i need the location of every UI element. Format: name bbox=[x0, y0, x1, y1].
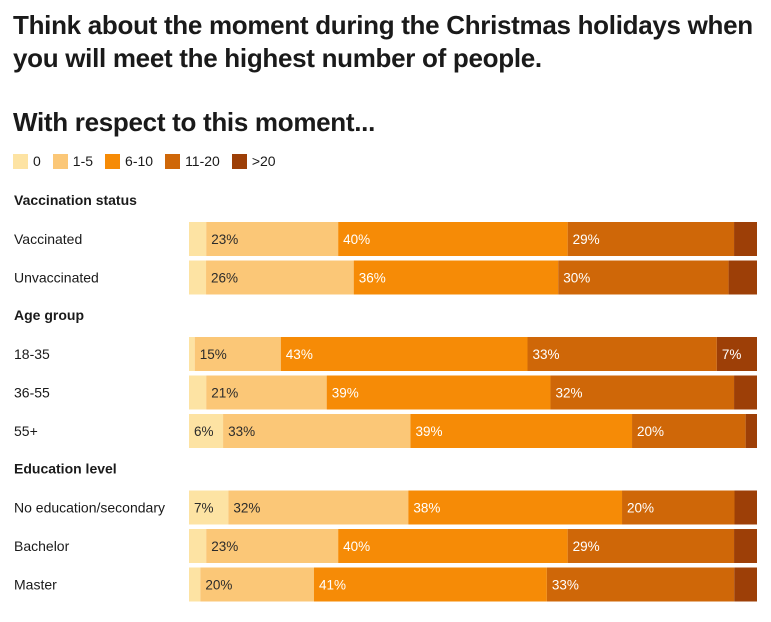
data-label: 32% bbox=[555, 386, 582, 401]
bar-segment bbox=[632, 414, 746, 448]
data-label: 26% bbox=[211, 271, 238, 286]
bar-segment bbox=[410, 414, 633, 448]
bar-segment bbox=[338, 222, 568, 256]
bar-segment bbox=[734, 222, 757, 256]
bar-segment bbox=[189, 414, 224, 448]
bar-segment bbox=[527, 337, 717, 371]
legend-item-1: 1-5 bbox=[52, 153, 94, 169]
data-label: 23% bbox=[211, 539, 238, 554]
data-label: 32% bbox=[233, 501, 260, 516]
data-label: 40% bbox=[343, 539, 370, 554]
legend-label-0: 0 bbox=[33, 153, 41, 169]
data-label: 15% bbox=[200, 347, 227, 362]
category-label: Unvaccinated bbox=[14, 270, 99, 286]
chart-subtitle: With respect to this moment... bbox=[13, 107, 376, 137]
bar-segment bbox=[206, 529, 339, 563]
category-label: No education/secondary bbox=[14, 500, 165, 516]
bar-segment bbox=[734, 490, 757, 525]
data-label: 23% bbox=[211, 232, 238, 247]
data-label: 20% bbox=[637, 424, 664, 439]
bar-segment bbox=[734, 529, 757, 563]
bar-segment bbox=[189, 529, 207, 563]
category-label: 36-55 bbox=[14, 385, 50, 401]
bar-segment bbox=[550, 375, 735, 410]
bar-segment bbox=[734, 375, 757, 410]
data-label: 7% bbox=[194, 501, 214, 516]
bar-segment bbox=[338, 529, 568, 563]
data-label: 20% bbox=[205, 578, 232, 593]
bar-segment bbox=[228, 490, 409, 525]
legend-item-2: 6-10 bbox=[105, 153, 153, 169]
bar-segment bbox=[189, 337, 195, 371]
legend-swatch-2 bbox=[105, 153, 121, 169]
data-label: 38% bbox=[413, 501, 440, 516]
data-label: 36% bbox=[359, 271, 386, 286]
legend-label-4: >20 bbox=[251, 153, 276, 169]
chart-title: Think about the moment during the Christ… bbox=[13, 10, 753, 73]
bar-segment bbox=[223, 414, 411, 448]
bar-segment bbox=[745, 414, 757, 448]
legend-swatch-4 bbox=[231, 153, 247, 169]
data-label: 33% bbox=[228, 424, 255, 439]
bar-segment bbox=[558, 260, 729, 295]
bar-segment bbox=[728, 260, 757, 295]
bar-segment bbox=[200, 567, 314, 602]
bar-segment bbox=[716, 337, 757, 371]
bar-segment bbox=[546, 567, 735, 602]
bar-segment bbox=[280, 337, 528, 371]
category-label: Master bbox=[14, 577, 57, 593]
data-label: 40% bbox=[343, 232, 370, 247]
category-label: 18-35 bbox=[14, 346, 50, 362]
bar-segment bbox=[189, 260, 207, 295]
category-label: 55+ bbox=[14, 423, 38, 439]
bar-segment bbox=[734, 567, 757, 602]
bar-segment bbox=[206, 222, 339, 256]
bar-segment bbox=[326, 375, 551, 410]
category-label: Vaccinated bbox=[14, 231, 82, 247]
legend-item-4: >20 bbox=[231, 153, 276, 169]
bar-segment bbox=[206, 375, 327, 410]
data-label: 29% bbox=[573, 539, 600, 554]
legend-item-0: 0 bbox=[13, 153, 41, 169]
bar-segment bbox=[194, 337, 281, 371]
data-label: 7% bbox=[722, 347, 742, 362]
legend-swatch-1 bbox=[52, 153, 68, 169]
bar-segment bbox=[189, 490, 229, 525]
data-label: 39% bbox=[332, 386, 359, 401]
legend-label-2: 6-10 bbox=[125, 153, 154, 169]
bar-segment bbox=[408, 490, 623, 525]
bar-segment bbox=[189, 222, 207, 256]
data-label: 21% bbox=[211, 386, 238, 401]
legend-item-3: 11-20 bbox=[165, 153, 220, 169]
legend-label-1: 1-5 bbox=[72, 153, 94, 169]
data-label: 30% bbox=[563, 271, 590, 286]
data-label: 41% bbox=[319, 578, 346, 593]
data-label: 6% bbox=[194, 424, 214, 439]
bar-segment bbox=[622, 490, 735, 525]
bar-segment bbox=[189, 375, 207, 410]
legend-swatch-0 bbox=[13, 153, 28, 169]
data-label: 33% bbox=[533, 347, 560, 362]
bar-segment bbox=[313, 567, 547, 602]
bar-segment bbox=[567, 529, 735, 563]
legend: 0 1-5 6-10 11-20 >20 bbox=[13, 151, 288, 171]
stacked-bar-chart: Vaccination status Vaccinated 23% 40% 29% Unv… bbox=[14, 192, 757, 602]
data-label: 39% bbox=[416, 424, 443, 439]
bar-segment bbox=[567, 222, 735, 256]
legend-label-3: 11-20 bbox=[185, 153, 220, 169]
group-label: Vaccination status bbox=[14, 192, 137, 208]
category-label: Bachelor bbox=[14, 538, 70, 554]
bar-segment bbox=[206, 260, 354, 295]
group-label: Education level bbox=[14, 461, 117, 477]
bar-segment bbox=[189, 567, 201, 602]
group-label: Age group bbox=[14, 307, 84, 323]
data-label: 29% bbox=[573, 232, 600, 247]
legend-swatch-3 bbox=[165, 153, 181, 169]
data-label: 20% bbox=[627, 501, 654, 516]
data-label: 43% bbox=[286, 347, 313, 362]
bar-segment bbox=[353, 260, 559, 295]
data-label: 33% bbox=[552, 578, 579, 593]
